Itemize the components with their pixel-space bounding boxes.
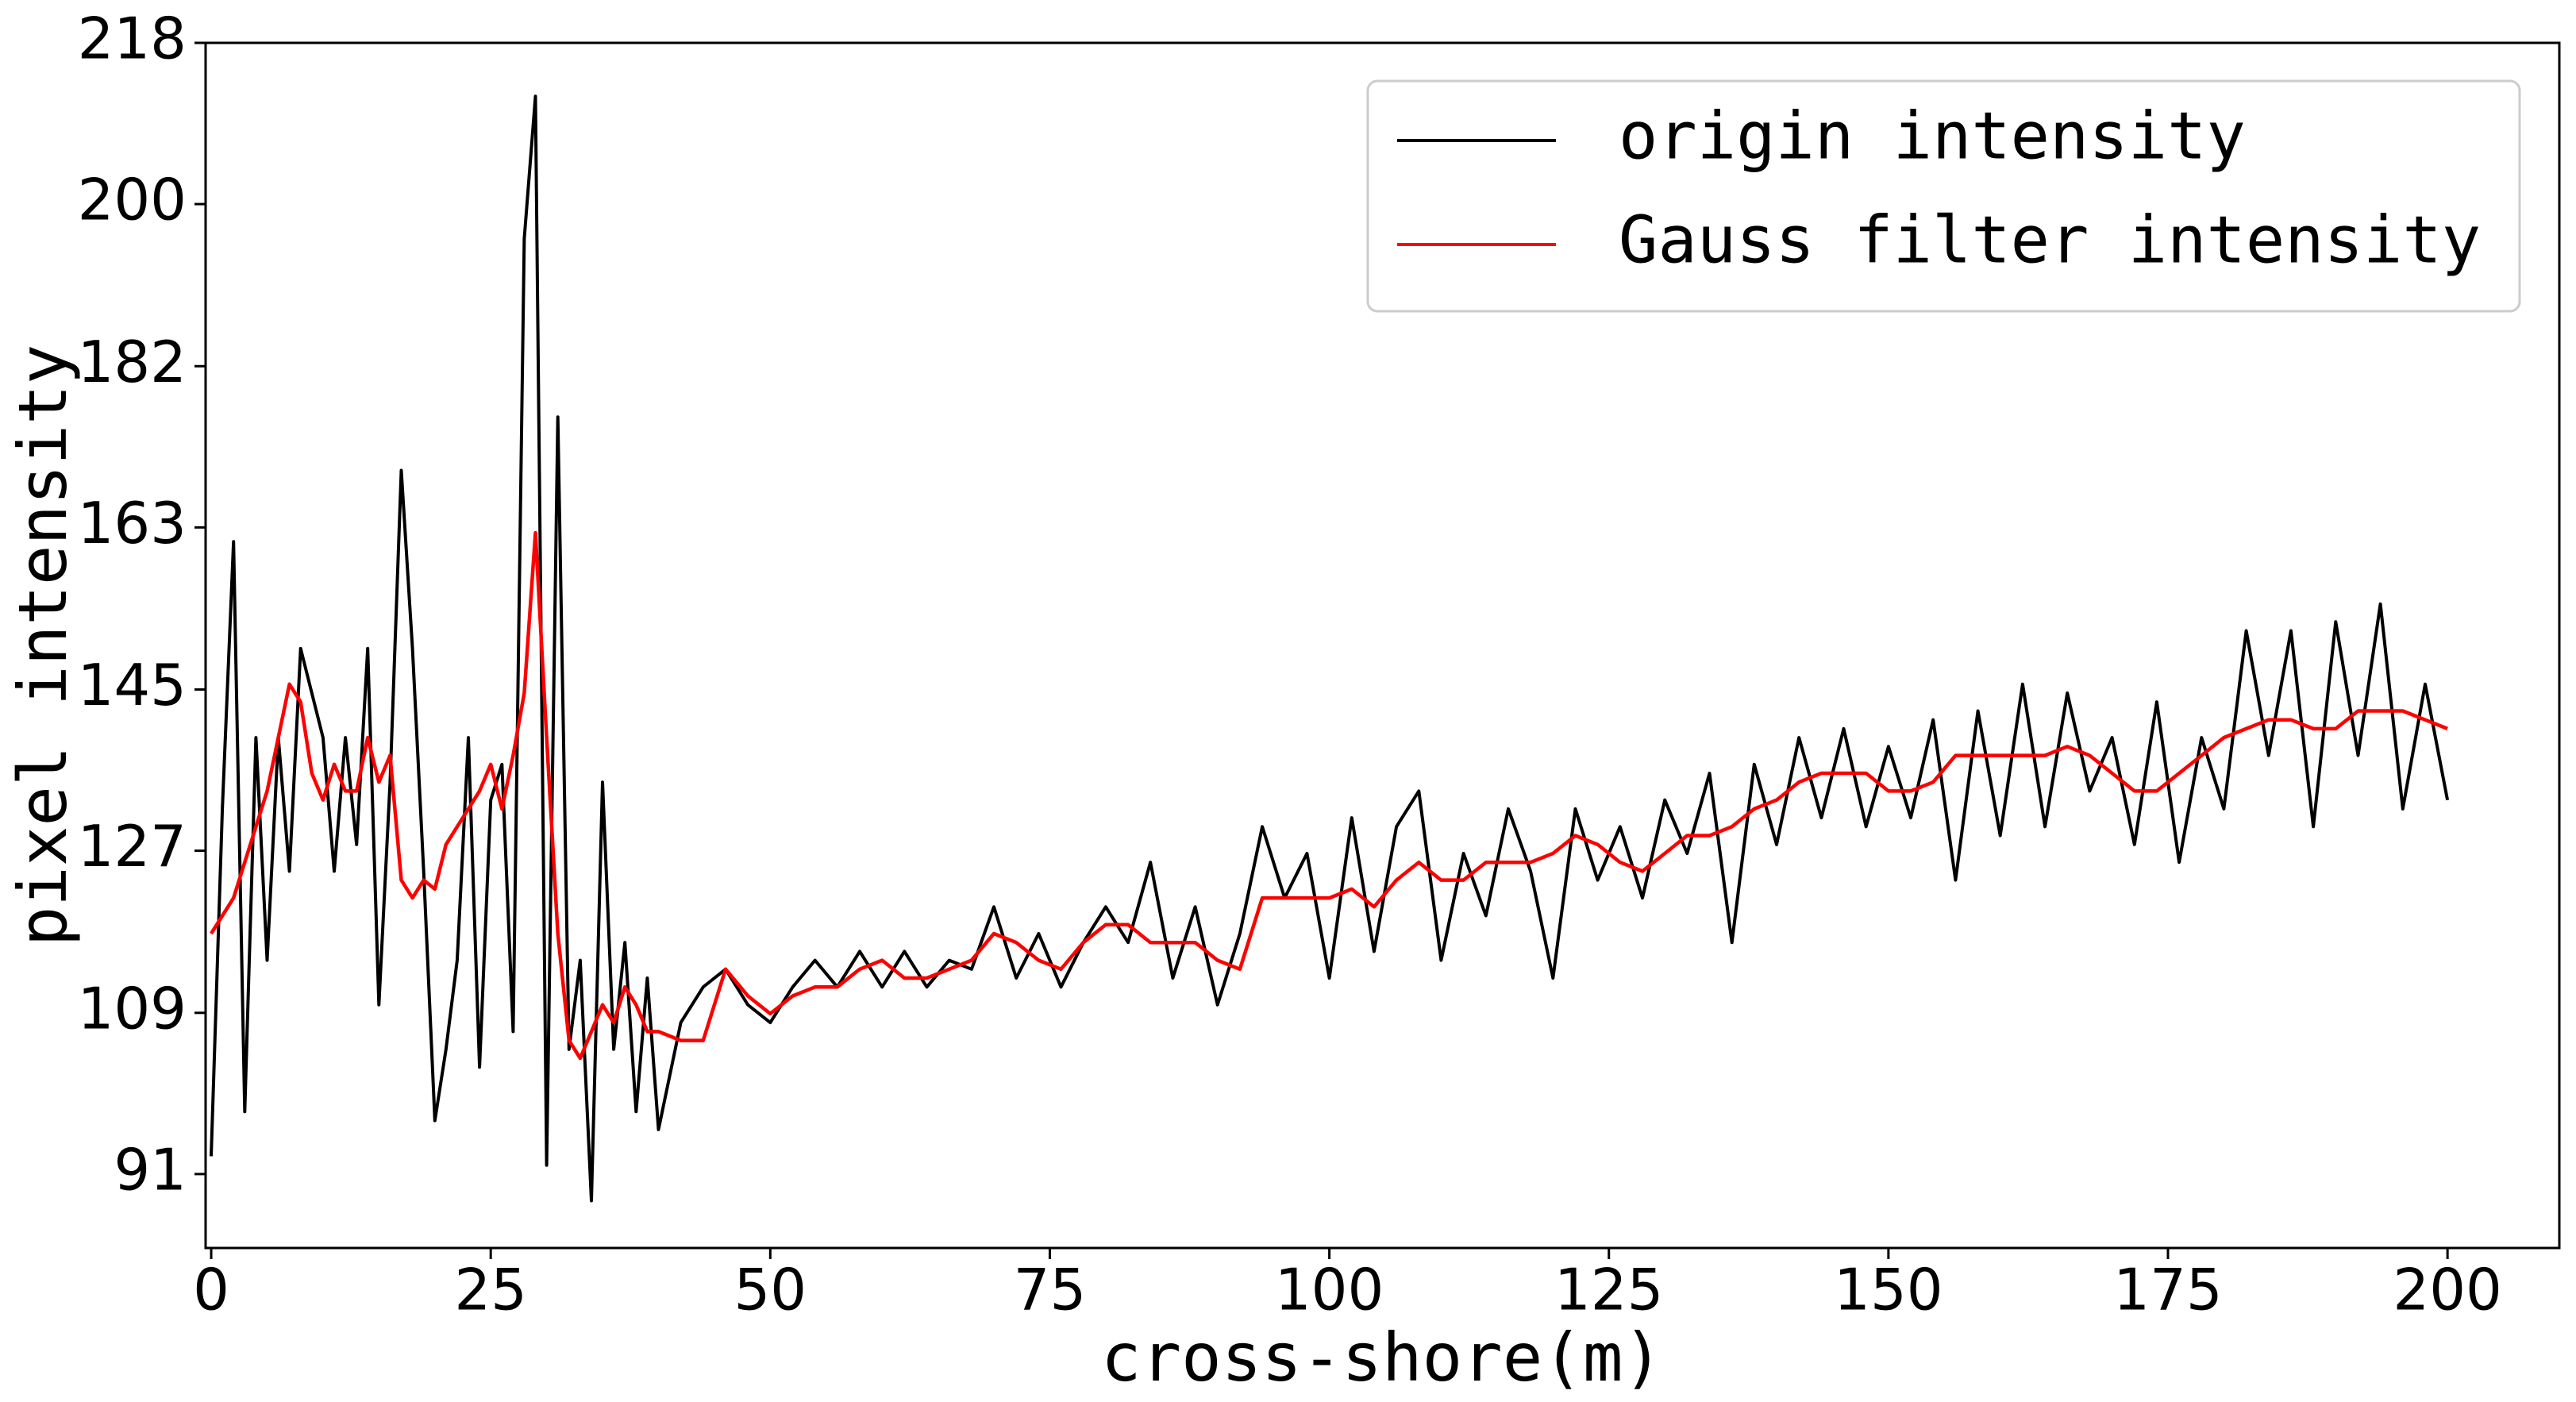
x-tick-label: 200 bbox=[2393, 1257, 2501, 1323]
legend: origin intensity Gauss filter intensity bbox=[1366, 79, 2521, 313]
x-tick-label: 175 bbox=[2113, 1257, 2222, 1323]
legend-label: Gauss filter intensity bbox=[1619, 202, 2481, 278]
y-tick-label: 182 bbox=[78, 329, 187, 395]
y-tick-label: 91 bbox=[114, 1136, 187, 1203]
x-tick-label: 125 bbox=[1554, 1257, 1663, 1323]
x-tick-label: 150 bbox=[1834, 1257, 1943, 1323]
x-tick-label: 0 bbox=[193, 1257, 229, 1323]
x-tick-label: 100 bbox=[1275, 1257, 1384, 1323]
plot-frame bbox=[204, 41, 2561, 1250]
y-axis-label: pixel intensity bbox=[4, 345, 82, 947]
legend-label: origin intensity bbox=[1619, 98, 2246, 174]
y-tick-label: 218 bbox=[78, 6, 187, 72]
x-tick-label: 25 bbox=[454, 1257, 527, 1323]
y-tick-label: 127 bbox=[78, 813, 187, 880]
x-tick-label: 75 bbox=[1014, 1257, 1087, 1323]
series-line bbox=[210, 530, 2448, 1061]
series-line bbox=[210, 94, 2450, 1203]
x-axis-label: cross-shore(m) bbox=[1101, 1319, 1663, 1396]
y-tick-label: 163 bbox=[78, 490, 187, 557]
y-tick-label: 200 bbox=[78, 167, 187, 233]
legend-box bbox=[1366, 79, 2521, 313]
x-tick-label: 50 bbox=[734, 1257, 807, 1323]
y-tick-label: 109 bbox=[78, 975, 187, 1042]
y-tick-label: 145 bbox=[78, 652, 187, 718]
